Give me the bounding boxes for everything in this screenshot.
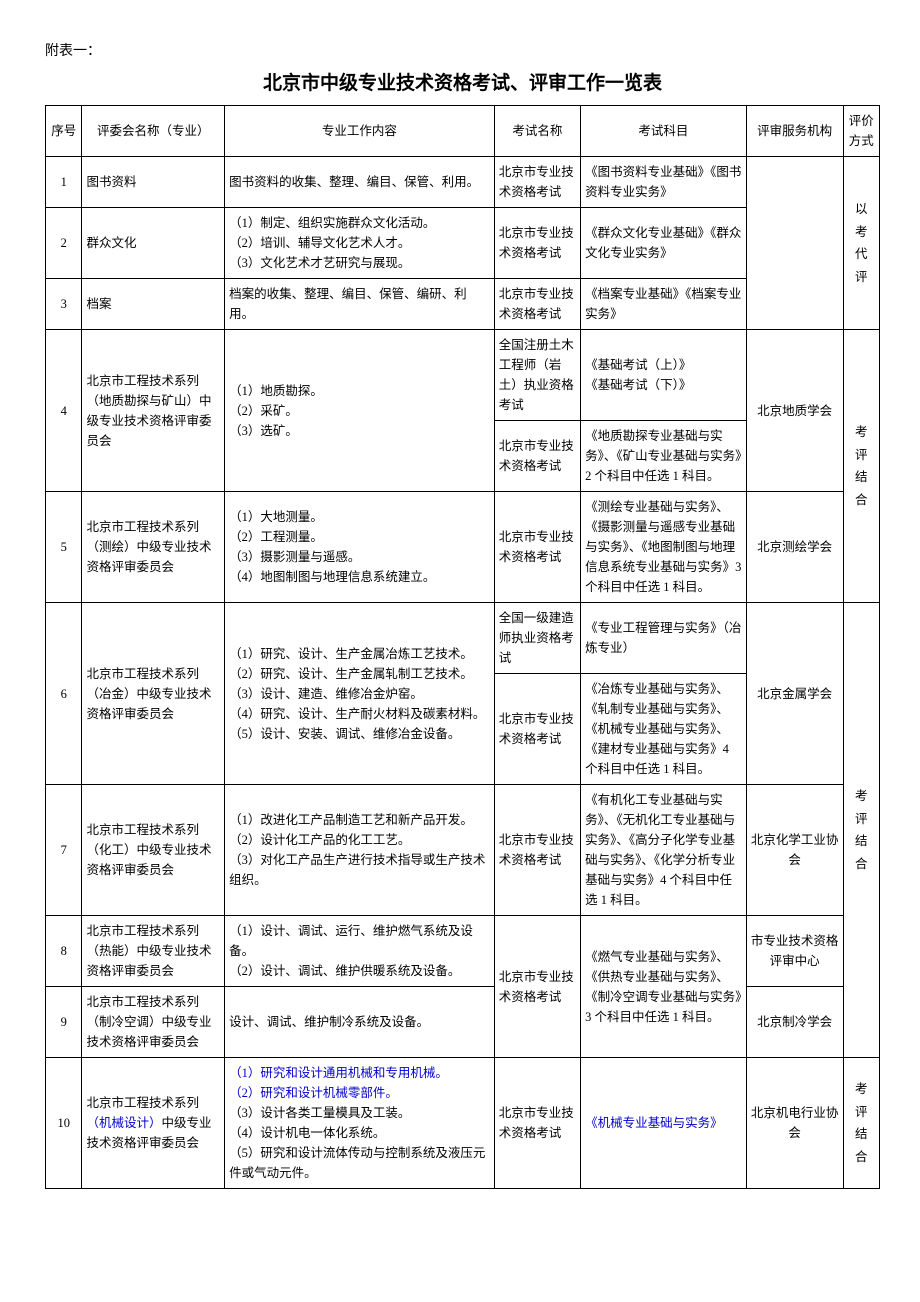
cell-service: 北京金属学会 — [746, 603, 843, 785]
cell-work: （1）大地测量。（2）工程测量。（3）摄影测量与遥感。（4）地图制图与地理信息系… — [225, 492, 495, 603]
table-row: 7 北京市工程技术系列（化工）中级专业技术资格评审委员会 （1）改进化工产品制造… — [46, 785, 880, 916]
table-row: 5 北京市工程技术系列（测绘）中级专业技术资格评审委员会 （1）大地测量。（2）… — [46, 492, 880, 603]
cell-committee: 档案 — [82, 279, 225, 330]
cell-work: 档案的收集、整理、编目、保管、编研、利用。 — [225, 279, 495, 330]
cell-seq: 5 — [46, 492, 82, 603]
main-table: 序号 评委会名称（专业） 专业工作内容 考试名称 考试科目 评审服务机构 评价方… — [45, 105, 880, 1189]
cell-committee: 北京市工程技术系列（测绘）中级专业技术资格评审委员会 — [82, 492, 225, 603]
cell-work: 设计、调试、维护制冷系统及设备。 — [225, 987, 495, 1058]
cell-exam: 北京市专业技术资格考试 — [494, 421, 580, 492]
cell-exam: 北京市专业技术资格考试 — [494, 1058, 580, 1189]
cell-subject: 《地质勘探专业基础与实务》、《矿山专业基础与实务》2 个科目中任选 1 科目。 — [581, 421, 747, 492]
cell-eval: 考评结合 — [843, 603, 879, 1058]
cell-work: （1）制定、组织实施群众文化活动。（2）培训、辅导文化艺术人才。（3）文化艺术才… — [225, 208, 495, 279]
cell-subject: 《机械专业基础与实务》 — [581, 1058, 747, 1189]
cell-seq: 1 — [46, 157, 82, 208]
cell-work: （1）设计、调试、运行、维护燃气系统及设备。（2）设计、调试、维护供暖系统及设备… — [225, 916, 495, 987]
cell-work: （1）改进化工产品制造工艺和新产品开发。（2）设计化工产品的化工工艺。（3）对化… — [225, 785, 495, 916]
cell-seq: 9 — [46, 987, 82, 1058]
header-committee: 评委会名称（专业） — [82, 106, 225, 157]
cell-subject: 《燃气专业基础与实务》、《供热专业基础与实务》、《制冷空调专业基础与实务》3 个… — [581, 916, 747, 1058]
cell-work: 图书资料的收集、整理、编目、保管、利用。 — [225, 157, 495, 208]
cell-seq: 4 — [46, 330, 82, 492]
cell-committee: 北京市工程技术系列（机械设计）中级专业技术资格评审委员会 — [82, 1058, 225, 1189]
cell-service: 北京化学工业协会 — [746, 785, 843, 916]
cell-work: （1）研究和设计通用机械和专用机械。（2）研究和设计机械零部件。（3）设计各类工… — [225, 1058, 495, 1189]
cell-committee: 群众文化 — [82, 208, 225, 279]
cell-committee: 北京市工程技术系列（冶金）中级专业技术资格评审委员会 — [82, 603, 225, 785]
cell-subject: 《档案专业基础》《档案专业实务》 — [581, 279, 747, 330]
cell-subject: 《有机化工专业基础与实务》、《无机化工专业基础与实务》、《高分子化学专业基础与实… — [581, 785, 747, 916]
table-row: 4 北京市工程技术系列（地质勘探与矿山）中级专业技术资格评审委员会 （1）地质勘… — [46, 330, 880, 421]
cell-seq: 10 — [46, 1058, 82, 1189]
cell-subject: 《专业工程管理与实务》（冶炼专业） — [581, 603, 747, 674]
cell-subject: 《测绘专业基础与实务》、《摄影测量与遥感专业基础与实务》、《地图制图与地理信息系… — [581, 492, 747, 603]
cell-exam: 全国注册土木工程师（岩土）执业资格考试 — [494, 330, 580, 421]
header-service: 评审服务机构 — [746, 106, 843, 157]
header-subject: 考试科目 — [581, 106, 747, 157]
cell-eval: 考评结合 — [843, 330, 879, 603]
cell-committee: 北京市工程技术系列（地质勘探与矿山）中级专业技术资格评审委员会 — [82, 330, 225, 492]
page-title: 北京市中级专业技术资格考试、评审工作一览表 — [45, 68, 880, 95]
cell-exam: 北京市专业技术资格考试 — [494, 785, 580, 916]
cell-exam: 北京市专业技术资格考试 — [494, 208, 580, 279]
cell-eval: 考评结合 — [843, 1058, 879, 1189]
cell-subject: 《图书资料专业基础》《图书资料专业实务》 — [581, 157, 747, 208]
cell-eval: 以考代评 — [843, 157, 879, 330]
cell-exam: 北京市专业技术资格考试 — [494, 157, 580, 208]
cell-service: 北京制冷学会 — [746, 987, 843, 1058]
cell-subject: 《基础考试（上）》《基础考试（下）》 — [581, 330, 747, 421]
cell-exam: 北京市专业技术资格考试 — [494, 916, 580, 1058]
cell-exam: 北京市专业技术资格考试 — [494, 492, 580, 603]
cell-exam: 全国一级建造师执业资格考试 — [494, 603, 580, 674]
cell-seq: 8 — [46, 916, 82, 987]
cell-seq: 7 — [46, 785, 82, 916]
cell-committee: 北京市工程技术系列（化工）中级专业技术资格评审委员会 — [82, 785, 225, 916]
cell-seq: 2 — [46, 208, 82, 279]
cell-subject: 《群众文化专业基础》《群众文化专业实务》 — [581, 208, 747, 279]
cell-committee: 北京市工程技术系列（制冷空调）中级专业技术资格评审委员会 — [82, 987, 225, 1058]
cell-service: 北京机电行业协会 — [746, 1058, 843, 1189]
table-row: 10 北京市工程技术系列（机械设计）中级专业技术资格评审委员会 （1）研究和设计… — [46, 1058, 880, 1189]
cell-service: 北京地质学会 — [746, 330, 843, 492]
attachment-label: 附表一： — [45, 40, 880, 60]
cell-service — [746, 157, 843, 330]
table-header-row: 序号 评委会名称（专业） 专业工作内容 考试名称 考试科目 评审服务机构 评价方… — [46, 106, 880, 157]
cell-service: 北京测绘学会 — [746, 492, 843, 603]
table-row: 9 北京市工程技术系列（制冷空调）中级专业技术资格评审委员会 设计、调试、维护制… — [46, 987, 880, 1058]
cell-exam: 北京市专业技术资格考试 — [494, 279, 580, 330]
header-exam: 考试名称 — [494, 106, 580, 157]
header-seq: 序号 — [46, 106, 82, 157]
cell-service: 市专业技术资格评审中心 — [746, 916, 843, 987]
cell-work: （1）地质勘探。（2）采矿。（3）选矿。 — [225, 330, 495, 492]
header-eval: 评价方式 — [843, 106, 879, 157]
cell-seq: 3 — [46, 279, 82, 330]
cell-seq: 6 — [46, 603, 82, 785]
cell-subject: 《冶炼专业基础与实务》、《轧制专业基础与实务》、《机械专业基础与实务》、《建材专… — [581, 674, 747, 785]
table-row: 1 图书资料 图书资料的收集、整理、编目、保管、利用。 北京市专业技术资格考试 … — [46, 157, 880, 208]
cell-exam: 北京市专业技术资格考试 — [494, 674, 580, 785]
table-row: 6 北京市工程技术系列（冶金）中级专业技术资格评审委员会 （1）研究、设计、生产… — [46, 603, 880, 674]
cell-committee: 图书资料 — [82, 157, 225, 208]
cell-work: （1）研究、设计、生产金属冶炼工艺技术。（2）研究、设计、生产金属轧制工艺技术。… — [225, 603, 495, 785]
table-row: 8 北京市工程技术系列（热能）中级专业技术资格评审委员会 （1）设计、调试、运行… — [46, 916, 880, 987]
cell-committee: 北京市工程技术系列（热能）中级专业技术资格评审委员会 — [82, 916, 225, 987]
header-work: 专业工作内容 — [225, 106, 495, 157]
